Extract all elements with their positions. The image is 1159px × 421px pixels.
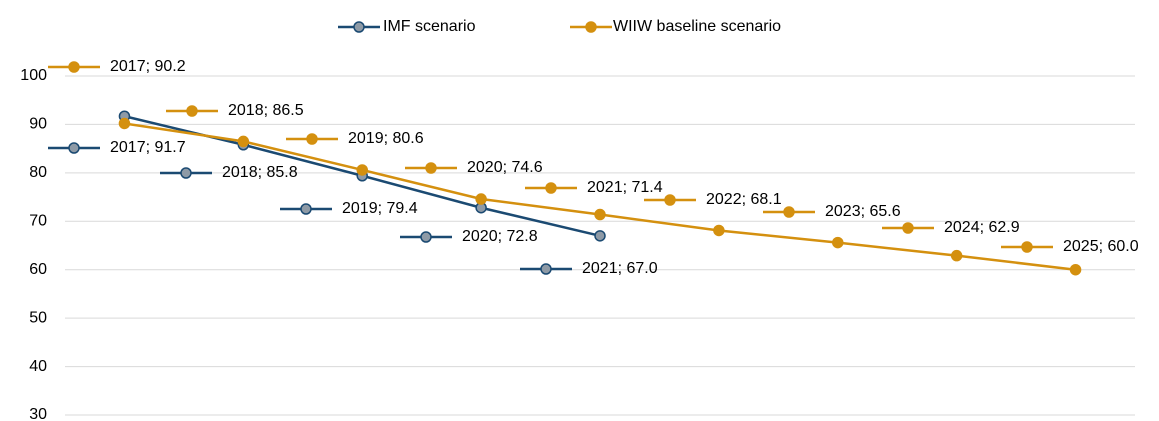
- label-key-marker: [306, 133, 318, 145]
- data-label: 2022; 68.1: [706, 191, 782, 208]
- data-point: [594, 208, 606, 221]
- data-label: 2025; 60.0: [1063, 238, 1139, 255]
- data-point: [356, 164, 368, 176]
- label-key-marker: [68, 142, 80, 154]
- label-key-marker: [545, 182, 557, 194]
- label-key-marker: [902, 222, 914, 234]
- label-key-marker: [186, 105, 198, 117]
- y-tick-label: 60: [29, 261, 47, 278]
- data-point: [713, 224, 725, 237]
- data-label: 2017; 91.7: [110, 139, 186, 156]
- label-key-marker: [783, 206, 795, 218]
- data-point: [832, 236, 844, 249]
- data-label: 2019; 79.4: [342, 200, 418, 217]
- label-key-marker: [1021, 241, 1033, 253]
- data-label: 2019; 80.6: [348, 130, 424, 147]
- label-key-marker: [180, 167, 192, 179]
- y-tick-label: 50: [29, 309, 47, 326]
- data-point: [237, 135, 250, 148]
- label-key-marker: [68, 61, 80, 73]
- series-line: [124, 122, 1076, 271]
- data-label: 2020; 74.6: [467, 159, 543, 176]
- data-point: [1069, 263, 1082, 276]
- legend-marker: [353, 21, 365, 33]
- y-tick-label: 70: [29, 213, 47, 230]
- y-tick-label: 80: [29, 164, 47, 181]
- data-point: [950, 249, 963, 262]
- data-point: [118, 117, 131, 130]
- label-key-marker: [420, 231, 432, 243]
- data-point: [594, 230, 606, 242]
- label-key-marker: [664, 194, 676, 206]
- label-key-marker: [300, 203, 312, 215]
- y-tick-label: 30: [29, 406, 47, 421]
- data-label: 2023; 65.6: [825, 203, 901, 220]
- legend-label: IMF scenario: [383, 18, 476, 35]
- data-label: 2018; 85.8: [222, 164, 298, 181]
- data-point: [475, 193, 487, 205]
- legend-label: WIIW baseline scenario: [613, 18, 781, 35]
- legend-marker: [585, 21, 597, 33]
- data-label: 2018; 86.5: [228, 102, 304, 119]
- data-label: 2021; 67.0: [582, 260, 658, 277]
- y-tick-label: 40: [29, 358, 47, 375]
- y-tick-label: 90: [29, 116, 47, 133]
- data-label: 2024; 62.9: [944, 219, 1020, 236]
- data-label: 2017; 90.2: [110, 58, 186, 75]
- data-label: 2021; 71.4: [587, 179, 663, 196]
- y-tick-label: 100: [20, 67, 47, 84]
- label-key-marker: [540, 263, 552, 275]
- label-key-marker: [425, 162, 437, 174]
- data-label: 2020; 72.8: [462, 228, 538, 245]
